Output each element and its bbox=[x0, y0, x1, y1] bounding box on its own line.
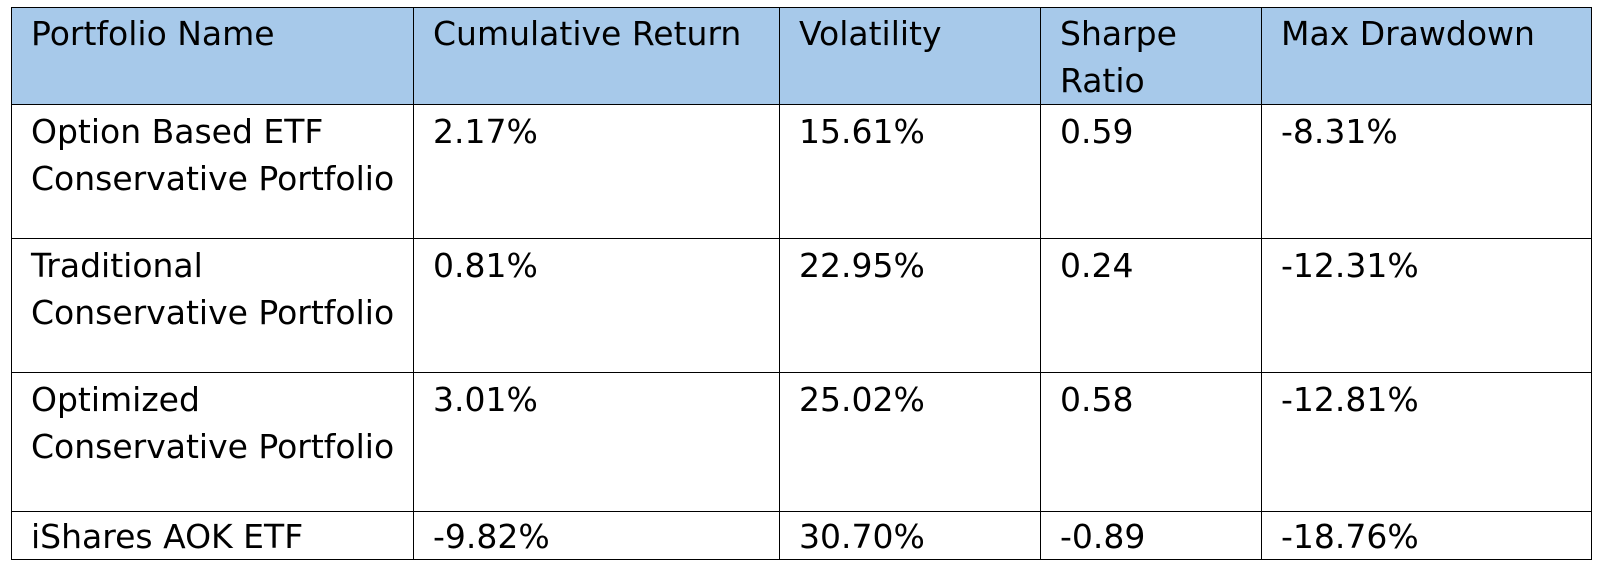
header-volatility: Volatility bbox=[779, 7, 1041, 105]
cell-sharpe-ratio: 0.58 bbox=[1040, 372, 1262, 512]
table-row: iShares AOK ETF -9.82% 30.70% -0.89 -18.… bbox=[11, 511, 1592, 560]
cell-sharpe-ratio: 0.24 bbox=[1040, 238, 1262, 373]
header-row: Portfolio Name Cumulative Return Volatil… bbox=[11, 7, 1592, 105]
table-header: Portfolio Name Cumulative Return Volatil… bbox=[11, 7, 1592, 105]
header-portfolio-name: Portfolio Name bbox=[11, 7, 414, 105]
cell-portfolio-name: Option Based ETF Conservative Portfolio bbox=[11, 104, 414, 239]
table-row: Traditional Conservative Portfolio 0.81%… bbox=[11, 238, 1592, 373]
portfolio-metrics-table: Portfolio Name Cumulative Return Volatil… bbox=[11, 7, 1592, 560]
header-cumulative-return: Cumulative Return bbox=[413, 7, 780, 105]
table-row: Option Based ETF Conservative Portfolio … bbox=[11, 104, 1592, 239]
cell-volatility: 15.61% bbox=[779, 104, 1041, 239]
cell-max-drawdown: -8.31% bbox=[1261, 104, 1592, 239]
cell-cumulative-return: 0.81% bbox=[413, 238, 780, 373]
cell-volatility: 30.70% bbox=[779, 511, 1041, 560]
cell-max-drawdown: -12.81% bbox=[1261, 372, 1592, 512]
cell-volatility: 22.95% bbox=[779, 238, 1041, 373]
cell-max-drawdown: -18.76% bbox=[1261, 511, 1592, 560]
cell-portfolio-name: Optimized Conservative Portfolio bbox=[11, 372, 414, 512]
cell-cumulative-return: 3.01% bbox=[413, 372, 780, 512]
cell-cumulative-return: -9.82% bbox=[413, 511, 780, 560]
cell-portfolio-name: Traditional Conservative Portfolio bbox=[11, 238, 414, 373]
cell-volatility: 25.02% bbox=[779, 372, 1041, 512]
table-row: Optimized Conservative Portfolio 3.01% 2… bbox=[11, 372, 1592, 512]
cell-sharpe-ratio: -0.89 bbox=[1040, 511, 1262, 560]
cell-cumulative-return: 2.17% bbox=[413, 104, 780, 239]
header-sharpe-ratio: Sharpe Ratio bbox=[1040, 7, 1262, 105]
header-max-drawdown: Max Drawdown bbox=[1261, 7, 1592, 105]
cell-portfolio-name: iShares AOK ETF bbox=[11, 511, 414, 560]
cell-max-drawdown: -12.31% bbox=[1261, 238, 1592, 373]
cell-sharpe-ratio: 0.59 bbox=[1040, 104, 1262, 239]
table-body: Option Based ETF Conservative Portfolio … bbox=[11, 104, 1592, 560]
